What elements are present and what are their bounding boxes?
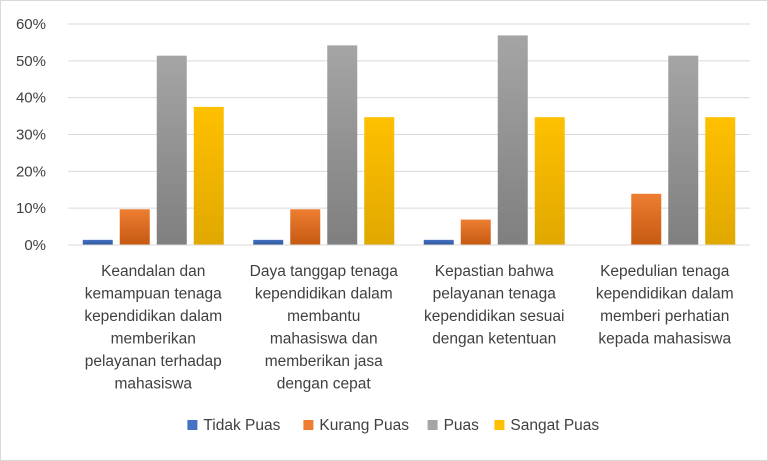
x-axis: Keandalan dan kemampuan tenaga kependidika… [84,263,733,393]
x-category-label: Kepedulian tenaga kependidikan dalam membe… [596,263,734,348]
bar-kurang-puas [290,209,321,245]
x-category-label: Keandalan dan kemampuan tenaga kependidika… [84,263,222,393]
x-category-label: Kepastian bahwa pelayanan tenaga kependidi… [424,263,564,348]
bar-tidak-puas [82,239,113,245]
y-tick-label: 20% [16,163,46,180]
bar-puas [668,55,699,245]
bar-kurang-puas [460,219,491,245]
legend-label: Kurang Puas [319,417,409,434]
legend-swatch [187,420,198,430]
y-tick-label: 40% [16,90,46,107]
legend-label: Tidak Puas [203,417,280,434]
legend-swatch [303,420,314,430]
x-category-label: Daya tanggap tenaga kependidikan dalam mem… [250,263,399,393]
bar-tidak-puas [253,239,284,245]
y-tick-label: 10% [16,200,46,217]
legend-swatch [427,420,438,430]
legend-label: Puas [444,417,480,434]
bar-puas [327,45,358,245]
bar-tidak-puas [423,239,454,245]
bar-sangat-puas [193,106,224,245]
bar-kurang-puas [631,193,662,245]
bar-sangat-puas [534,117,565,245]
legend-swatch [494,420,505,430]
legend: Tidak Puas Kurang Puas Puas Sangat Puas [187,417,599,434]
legend-label: Sangat Puas [510,417,599,434]
bar-sangat-puas [705,117,736,245]
bar-puas [156,55,187,245]
y-tick-label: 50% [16,53,46,70]
bar-puas [497,35,528,245]
y-tick-label: 30% [16,127,46,144]
bars [82,35,736,245]
y-axis: 0% 10% 20% 30% 40% 50% 60% [16,16,46,254]
y-tick-label: 60% [16,16,46,33]
y-tick-label: 0% [24,237,46,254]
bar-sangat-puas [364,117,395,245]
bar-kurang-puas [119,209,150,245]
